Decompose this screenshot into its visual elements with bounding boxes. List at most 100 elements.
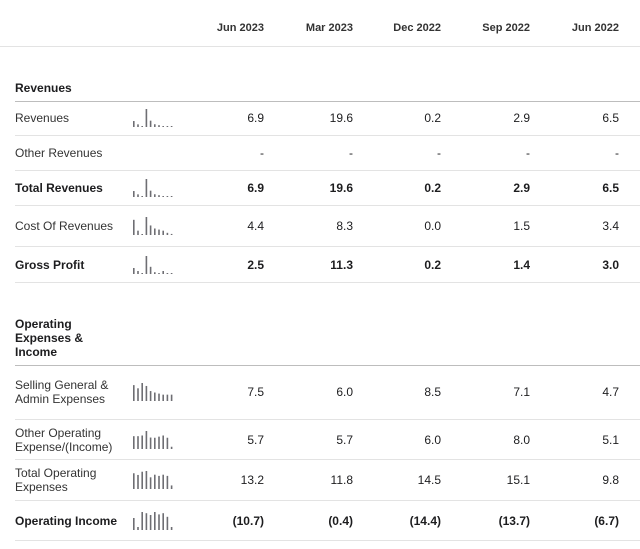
sparkline-bar bbox=[162, 270, 164, 274]
sparkline-bar bbox=[154, 437, 156, 449]
row-label: Cost Of Revenues bbox=[15, 219, 114, 233]
trend-sparkline bbox=[133, 471, 173, 489]
sparkline-bar bbox=[162, 196, 164, 197]
sparkline-bar bbox=[149, 437, 152, 449]
cell-value: 4.7 bbox=[602, 385, 619, 399]
sparkline-bar bbox=[158, 125, 160, 127]
table-row[interactable]: Total Operating Expenses 13.2 11.8 14.5 15.1… bbox=[15, 460, 640, 501]
table-row[interactable]: Other Revenues - - - - - bbox=[15, 136, 640, 171]
sparkline-bar bbox=[170, 394, 173, 401]
sparkline-bar bbox=[166, 475, 169, 489]
cell-value: 4.4 bbox=[247, 219, 264, 233]
column-header[interactable]: Mar 2023 bbox=[305, 22, 353, 34]
table-row[interactable]: Other Operating Expense/(Income) 5.7 5.7 6.… bbox=[15, 420, 640, 460]
cell-value: 13.2 bbox=[240, 473, 264, 487]
sparkline-bar bbox=[154, 474, 156, 489]
column-header[interactable]: Jun 2023 bbox=[216, 22, 264, 34]
cell-value: 6.5 bbox=[602, 111, 619, 125]
cell-value: 19.6 bbox=[329, 111, 353, 125]
cell-value: 8.0 bbox=[513, 432, 530, 447]
sparkline-bar bbox=[133, 191, 135, 197]
cell-value: (14.4) bbox=[409, 513, 441, 528]
table-row[interactable]: Selling General & Admin Expenses 7.5 6.0 8.… bbox=[15, 365, 640, 420]
sparkline-bar bbox=[170, 233, 173, 235]
sparkline-bar bbox=[145, 512, 148, 530]
sparkline-bar bbox=[154, 194, 156, 197]
cell-value: 7.5 bbox=[247, 385, 264, 399]
sparkline-bar bbox=[137, 474, 139, 489]
section-header: Operating Expenses & Income bbox=[15, 283, 640, 366]
column-header[interactable]: Jun 2022 bbox=[571, 22, 619, 34]
cell-value: - bbox=[526, 146, 530, 160]
sparkline-bar bbox=[154, 271, 156, 274]
row-label: Other Operating Expense/(Income) bbox=[15, 425, 113, 454]
sparkline-bar bbox=[133, 385, 135, 401]
cell-value: 8.5 bbox=[424, 385, 441, 399]
sparkline-bar bbox=[137, 435, 139, 449]
sparkline-bar bbox=[149, 477, 152, 489]
sparkline-bar bbox=[149, 266, 152, 274]
table-row[interactable]: Cost Of Revenues 4.4 8.3 0.0 1.5 3.4 bbox=[15, 206, 640, 247]
sparkline-bar bbox=[133, 267, 135, 274]
sparkline-bar bbox=[145, 430, 148, 449]
sparkline-bar bbox=[137, 526, 139, 530]
table-row[interactable]: Gross Profit 2.5 11.3 0.2 1.4 3.0 bbox=[15, 247, 640, 283]
sparkline-bar bbox=[162, 230, 164, 235]
sparkline-bar bbox=[137, 124, 139, 127]
row-label: Revenues bbox=[15, 111, 70, 125]
row-label: Other Revenues bbox=[15, 146, 103, 160]
cell-value: 19.6 bbox=[329, 181, 353, 195]
sparkline-bar bbox=[141, 471, 143, 489]
trend-sparkline bbox=[133, 383, 173, 401]
sparkline-bar bbox=[170, 272, 173, 274]
table-row[interactable]: Revenues 6.9 19.6 0.2 2.9 6.5 bbox=[15, 101, 640, 136]
sparkline-bar bbox=[137, 270, 139, 274]
sparkline-bar bbox=[154, 392, 156, 401]
sparkline-bar bbox=[170, 485, 173, 489]
sparkline-bar bbox=[141, 383, 143, 401]
sparkline-bar bbox=[162, 512, 164, 530]
column-header[interactable]: Dec 2022 bbox=[393, 22, 441, 34]
sparkline-bar bbox=[141, 234, 143, 235]
sparkline-bar bbox=[133, 517, 135, 530]
cell-value: (6.7) bbox=[594, 513, 619, 528]
sparkline-bar bbox=[154, 124, 156, 127]
cell-value: 0.2 bbox=[424, 111, 441, 125]
sparkline-bar bbox=[141, 435, 143, 449]
sparkline-bar bbox=[158, 272, 160, 274]
sparkline-bar bbox=[166, 196, 169, 197]
sparkline-bar bbox=[137, 194, 139, 197]
table-row[interactable]: Total Revenues 6.9 19.6 0.2 2.9 6.5 bbox=[15, 171, 640, 206]
cell-value: 6.5 bbox=[602, 181, 619, 195]
table-row[interactable]: Operating Income (10.7) (0.4) (14.4) (13.7) (… bbox=[15, 501, 640, 541]
cell-value: 15.1 bbox=[506, 473, 530, 487]
sparkline-bar bbox=[145, 179, 148, 197]
sparkline-bar bbox=[170, 196, 173, 197]
sparkline-bar bbox=[133, 121, 135, 127]
column-header[interactable]: Sep 2022 bbox=[482, 22, 530, 34]
row-label: Operating Income bbox=[15, 513, 118, 528]
cell-value: (10.7) bbox=[232, 513, 264, 528]
sparkline-bar bbox=[149, 514, 152, 530]
sparkline-bar bbox=[149, 190, 152, 197]
cell-value: 1.4 bbox=[513, 257, 530, 272]
cell-value: 5.7 bbox=[247, 432, 264, 447]
sparkline-bar bbox=[133, 435, 135, 449]
cell-value: - bbox=[260, 146, 264, 160]
cell-value: 5.1 bbox=[602, 432, 619, 447]
sparkline-bar bbox=[137, 230, 139, 235]
sparkline-bar bbox=[145, 471, 148, 489]
cell-value: 14.5 bbox=[417, 473, 441, 487]
cell-value: 2.9 bbox=[513, 111, 530, 125]
sparkline-bar bbox=[166, 437, 169, 449]
cell-value: 0.0 bbox=[424, 219, 441, 233]
cell-value: 6.0 bbox=[336, 385, 353, 399]
cell-value: 9.8 bbox=[602, 473, 619, 487]
cell-value: 0.2 bbox=[424, 181, 441, 195]
row-label: Gross Profit bbox=[15, 257, 85, 272]
sparkline-bar bbox=[158, 229, 160, 235]
cell-value: 6.9 bbox=[247, 181, 264, 195]
row-label: Selling General & Admin Expenses bbox=[15, 378, 109, 406]
cell-value: 8.3 bbox=[336, 219, 353, 233]
sparkline-bar bbox=[137, 388, 139, 401]
